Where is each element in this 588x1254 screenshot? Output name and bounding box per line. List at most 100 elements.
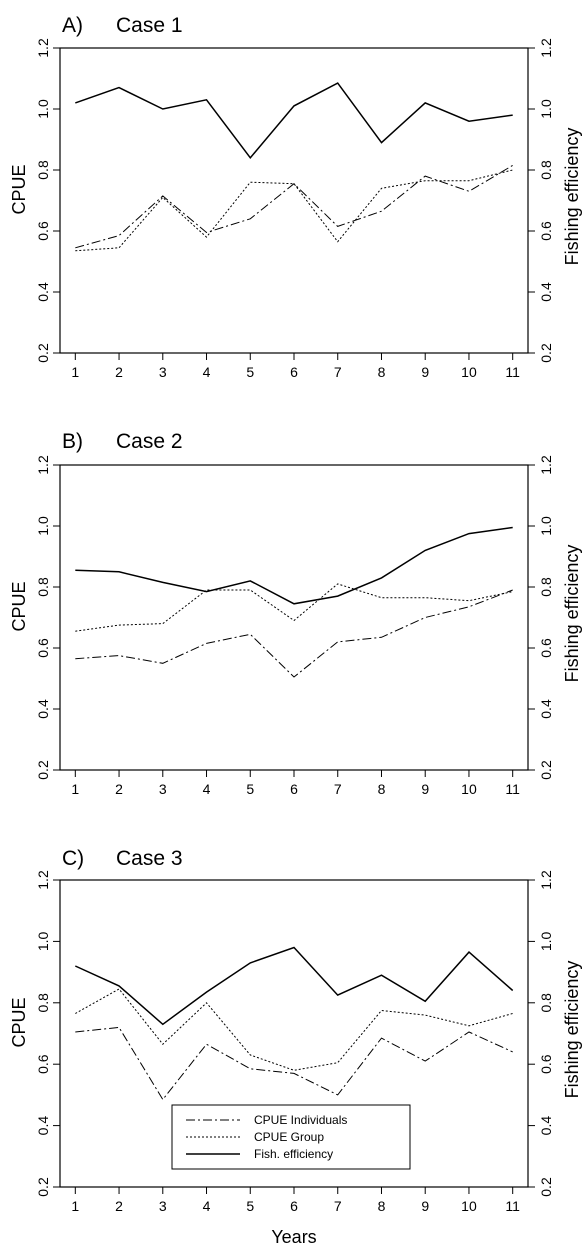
x-tick-label: 4 (203, 364, 211, 380)
x-tick-label: 5 (246, 364, 254, 380)
x-axis: 1 2 3 4 5 6 7 8 9 10 11 (71, 353, 520, 380)
y-axis-left: 0.2 0.4 0.6 0.8 1.0 1.2 (35, 455, 60, 780)
x-tick-label: 3 (159, 364, 167, 380)
panel-title: Case 1 (116, 14, 183, 37)
series-line-fish-efficiency (75, 526, 513, 605)
y-axis-right: 0.2 0.4 0.6 0.8 1.0 1.2 (528, 38, 554, 363)
y2-tick-label: 0.2 (538, 760, 554, 780)
panel-2: B) Case 21 2 3 4 5 6 7 8 9 10 110.20.40.60.81.01.20… (9, 430, 582, 797)
y-tick-label: 0.6 (35, 638, 51, 658)
x-tick-label: 7 (334, 1198, 342, 1214)
x-axis-label: Years (271, 1227, 316, 1247)
x-tick-label: 6 (290, 364, 298, 380)
legend-label: Fish. efficiency (254, 1147, 333, 1161)
x-tick-label: 2 (115, 364, 123, 380)
series-line-fish-efficiency (75, 82, 513, 160)
x-tick-label: 6 (290, 781, 298, 797)
x-axis: 1 2 3 4 5 6 7 8 9 10 11 (71, 1187, 520, 1214)
y-tick-label: 1.0 (35, 99, 51, 119)
y-tick-label: 1.2 (35, 455, 51, 475)
y2-tick-label: 1.0 (538, 99, 554, 119)
x-tick-label: 2 (115, 1198, 123, 1214)
legend-label: CPUE Group (254, 1130, 324, 1144)
y2-tick-label: 0.8 (538, 160, 554, 180)
y-tick-label: 0.4 (35, 699, 51, 719)
y2-tick-label: 0.8 (538, 993, 554, 1013)
y-tick-label: 1.2 (35, 870, 51, 890)
x-tick-label: 9 (421, 364, 429, 380)
panel-letter: C) (62, 847, 84, 870)
x-tick-label: 7 (334, 364, 342, 380)
x-tick-label: 10 (461, 781, 477, 797)
y-axis-right: 0.2 0.4 0.6 0.8 1.0 1.2 (528, 870, 554, 1197)
y-tick-label: 0.8 (35, 160, 51, 180)
legend-label: CPUE Individuals (254, 1113, 347, 1127)
x-tick-label: 4 (203, 1198, 211, 1214)
y-axis-label: CPUE (9, 997, 29, 1047)
y-tick-label: 1.0 (35, 931, 51, 951)
x-tick-label: 1 (71, 781, 79, 797)
x-tick-label: 1 (71, 364, 79, 380)
y2-tick-label: 0.6 (538, 638, 554, 658)
x-axis: 1 2 3 4 5 6 7 8 9 10 11 (71, 770, 520, 797)
y-tick-label: 1.2 (35, 38, 51, 58)
y2-tick-label: 0.4 (538, 1116, 554, 1136)
x-tick-label: 5 (246, 1198, 254, 1214)
x-tick-label: 10 (461, 1198, 477, 1214)
y2-tick-label: 1.0 (538, 931, 554, 951)
x-tick-label: 7 (334, 781, 342, 797)
x-tick-label: 11 (505, 1198, 520, 1214)
x-tick-label: 3 (159, 781, 167, 797)
y2-axis-label: Fishing efficiency (562, 961, 582, 1099)
x-tick-label: 8 (378, 364, 386, 380)
series-line-cpue-individuals (75, 1026, 513, 1101)
x-tick-label: 2 (115, 781, 123, 797)
y2-tick-label: 1.2 (538, 38, 554, 58)
y2-axis-label: Fishing efficiency (562, 128, 582, 266)
y-axis-left: 0.2 0.4 0.6 0.8 1.0 1.2 (35, 38, 60, 363)
y-tick-label: 0.4 (35, 282, 51, 302)
series-line-cpue-individuals (75, 164, 513, 249)
x-tick-label: 8 (378, 781, 386, 797)
y2-tick-label: 1.0 (538, 516, 554, 536)
y-tick-label: 1.0 (35, 516, 51, 536)
series-line-fish-efficiency (74, 946, 514, 1026)
y-axis-right: 0.2 0.4 0.6 0.8 1.0 1.2 (528, 455, 554, 780)
y-tick-label: 0.2 (35, 343, 51, 363)
y-tick-label: 0.6 (35, 221, 51, 241)
y-axis-label: CPUE (9, 164, 29, 214)
series-line-cpue-group (75, 988, 513, 1071)
y2-tick-label: 0.6 (538, 1054, 554, 1074)
y-tick-label: 0.8 (35, 577, 51, 597)
y2-tick-label: 0.2 (538, 1177, 554, 1197)
x-tick-label: 10 (461, 364, 477, 380)
legend: CPUE Individuals CPUE Group Fish. efficien… (171, 1104, 411, 1170)
panel-1: A) Case 11 2 3 4 5 6 7 8 9 10 110.20.40.60.81.01.20… (9, 14, 582, 380)
y-axis-label: CPUE (9, 581, 29, 631)
y2-tick-label: 1.2 (538, 870, 554, 890)
x-tick-label: 6 (290, 1198, 298, 1214)
y2-tick-label: 0.2 (538, 343, 554, 363)
y2-tick-label: 1.2 (538, 455, 554, 475)
plot-frame (59, 464, 529, 771)
panel-title: Case 2 (116, 430, 183, 453)
x-tick-label: 9 (421, 781, 429, 797)
x-tick-label: 1 (71, 1198, 79, 1214)
x-tick-label: 11 (505, 364, 520, 380)
y2-tick-label: 0.8 (538, 577, 554, 597)
series-line-cpue-individuals (75, 589, 513, 678)
panel-letter: B) (62, 430, 83, 453)
x-tick-label: 4 (203, 781, 211, 797)
panel-letter: A) (62, 14, 83, 37)
y2-axis-label: Fishing efficiency (562, 545, 582, 683)
y-tick-label: 0.4 (35, 1116, 51, 1136)
series-line-cpue-group (75, 169, 513, 252)
y-tick-label: 0.2 (35, 1177, 51, 1197)
x-tick-label: 11 (505, 781, 520, 797)
y2-tick-label: 0.4 (538, 699, 554, 719)
y-tick-label: 0.8 (35, 993, 51, 1013)
y-tick-label: 0.6 (35, 1054, 51, 1074)
y2-tick-label: 0.4 (538, 282, 554, 302)
panel-title: Case 3 (116, 847, 183, 870)
